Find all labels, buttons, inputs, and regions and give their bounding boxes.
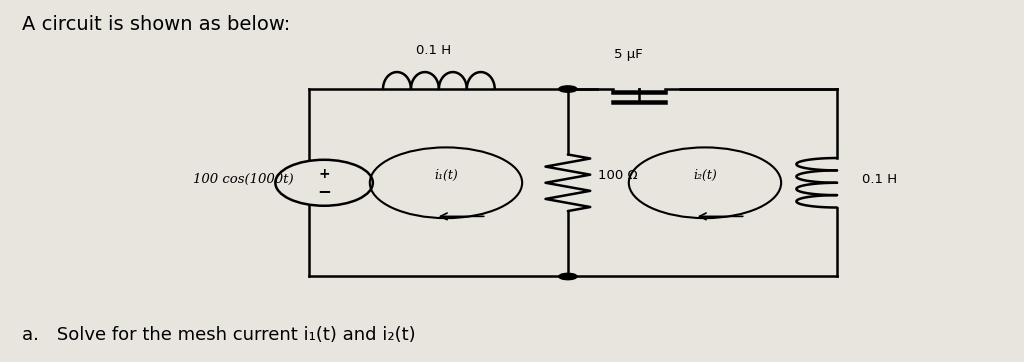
- Text: 5 μF: 5 μF: [614, 48, 643, 61]
- Text: 100 Ω: 100 Ω: [598, 169, 638, 182]
- Circle shape: [559, 86, 577, 92]
- Text: +: +: [318, 167, 330, 181]
- Text: 100 cos(1000t): 100 cos(1000t): [193, 173, 294, 186]
- Text: 0.1 H: 0.1 H: [862, 173, 897, 186]
- Text: i₂(t): i₂(t): [693, 169, 717, 182]
- Circle shape: [559, 273, 577, 280]
- Text: −: −: [317, 182, 331, 201]
- Text: a. Solve for the mesh current i₁(t) and i₂(t): a. Solve for the mesh current i₁(t) and …: [23, 326, 416, 344]
- Text: i₁(t): i₁(t): [434, 169, 458, 182]
- Text: A circuit is shown as below:: A circuit is shown as below:: [23, 15, 291, 34]
- Text: 0.1 H: 0.1 H: [416, 44, 452, 57]
